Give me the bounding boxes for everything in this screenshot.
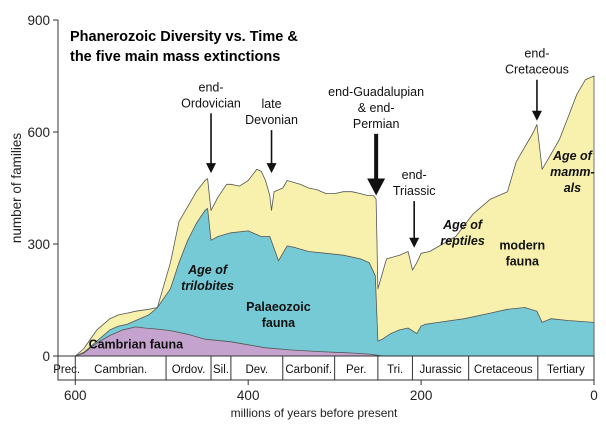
y-tick-label-0: 0	[42, 349, 50, 364]
area-palaeozoic-fauna	[74, 208, 595, 357]
extinction-label: end-Triassic	[393, 168, 436, 198]
period-label: Carbonif.	[285, 364, 332, 376]
x-tick-label-0: 0	[590, 388, 598, 403]
period-label: Cretaceous	[474, 364, 533, 376]
extinction-label: end-Ordovician	[181, 80, 241, 110]
chart-title-line-1: Phanerozoic Diversity vs. Time &	[70, 29, 298, 45]
period-label: Prec.	[53, 364, 80, 376]
region-label: Cambrian fauna	[89, 338, 185, 352]
extinction-arrows: end-Ordovician late Devonian end-Guadalupia…	[181, 47, 569, 248]
region-label: modern fauna	[499, 239, 545, 269]
period-label: Ordov.	[172, 364, 206, 376]
chart-title-line-2: the five main mass extinctions	[70, 49, 280, 65]
period-label: Per.	[346, 364, 366, 376]
extinction-arrow-head	[367, 178, 386, 196]
region-label: Age of trilobites	[181, 263, 234, 293]
extinction-arrow-head	[409, 237, 420, 248]
region-label: Age of reptiles	[440, 218, 485, 248]
extinction-label: end-Guadalupian & end-Permian	[328, 85, 424, 131]
period-bar-frame	[57, 355, 595, 381]
x-axis-label: millions of years before present	[231, 406, 398, 420]
period-label: Dev.	[245, 364, 268, 376]
period-label: Cambrian.	[94, 364, 147, 376]
area-cambrian-fauna	[74, 326, 383, 357]
chart-text: Phanerozoic Diversity vs. Time & the fiv…	[9, 29, 398, 420]
extinction-arrow-head	[531, 110, 542, 121]
x-tick-label-200: 200	[410, 388, 433, 403]
period-label: Sil.	[213, 364, 229, 376]
area-layers	[74, 75, 595, 357]
period-bar: Prec. Cambrian. Ordov. Sil. Dev. Carbonif. Per…	[53, 355, 595, 381]
y-tick-label-900: 900	[27, 13, 50, 28]
x-tick-label-600: 600	[64, 388, 87, 403]
period-label: Tertiary	[547, 364, 585, 376]
period-label: Jurassic	[419, 364, 461, 376]
extinction-arrow-head	[206, 163, 217, 174]
region-label: Age of mamm-als	[550, 149, 594, 195]
y-tick-label-300: 300	[27, 237, 50, 252]
period-label: Tri.	[387, 364, 403, 376]
region-label: Palaeozoic fauna	[246, 300, 311, 330]
extinction-label: late Devonian	[245, 97, 298, 127]
y-tick-label-600: 600	[27, 125, 50, 140]
extinction-label: end-Cretaceous	[505, 47, 569, 77]
region-labels: Cambrian fauna Age of trilobites Palaeozoic…	[89, 149, 595, 352]
x-tick-label-400: 400	[237, 388, 260, 403]
extinction-arrow-head	[266, 163, 277, 174]
y-axis-label: number of families	[9, 133, 24, 244]
